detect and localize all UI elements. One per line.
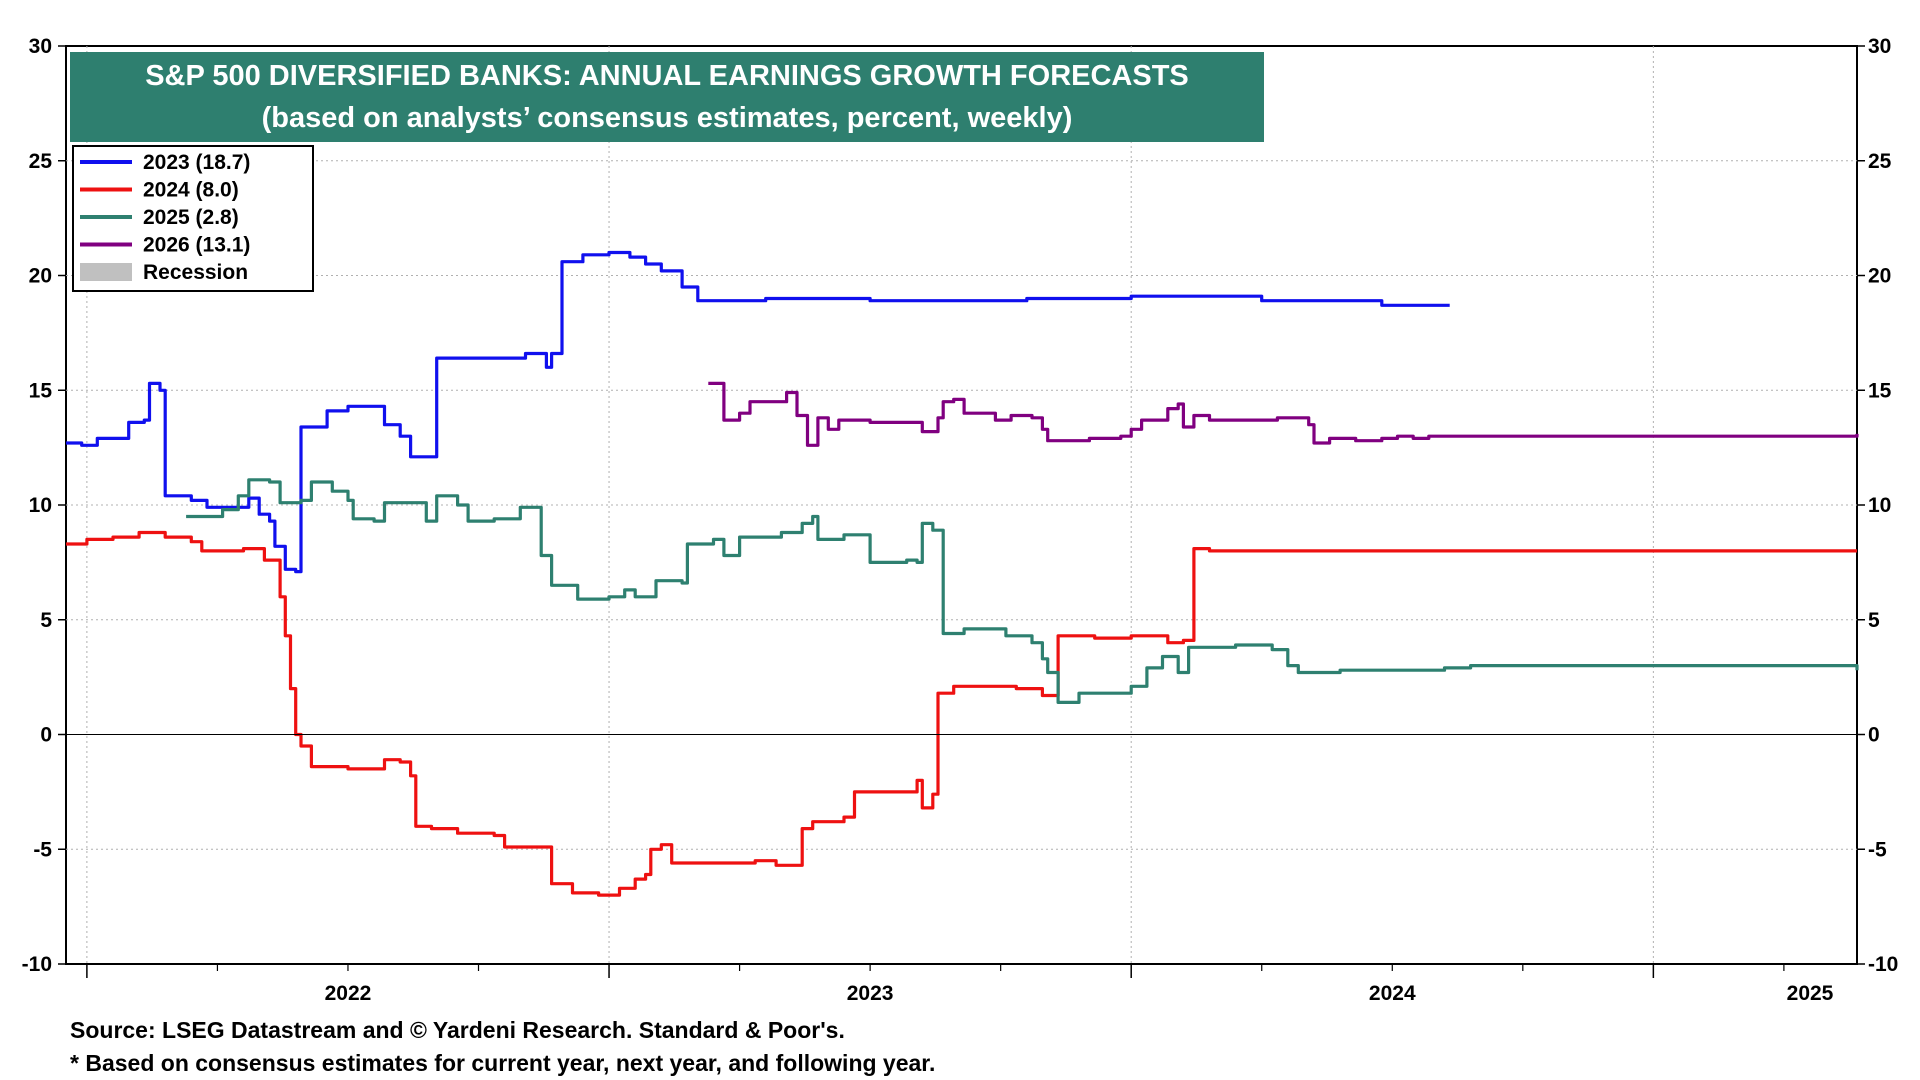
y-tick-label-left: 10 [29,494,52,517]
legend-swatch-recession [80,263,132,281]
series-line-4 [708,381,1859,447]
source-note: Source: LSEG Datastream and © Yardeni Re… [70,1017,845,1043]
y-tick-label-right: 25 [1868,150,1892,173]
y-tick-label-left: 25 [29,150,53,173]
chart-title: S&P 500 DIVERSIFIED BANKS: ANNUAL EARNIN… [145,60,1189,92]
legend-label: Recession [143,261,248,284]
y-tick-label-left: 0 [40,724,52,747]
y-tick-label-right: 10 [1868,494,1891,517]
y-tick-label-right: 15 [1868,379,1892,402]
y-tick-label-left: -10 [22,953,52,976]
y-tick-label-left: 15 [29,379,53,402]
legend-label: 2024 (8.0) [143,179,239,202]
y-tick-label-right: 5 [1868,609,1880,632]
x-year-label: 2024 [1369,982,1416,1005]
legend: 2023 (18.7) 2024 (8.0) 2025 (2.8) 2026 (13.… [72,145,314,292]
y-tick-label-left: 30 [29,35,52,58]
chart-subtitle: (based on analysts’ consensus estimates,… [262,102,1073,134]
legend-label: 2026 (13.1) [143,234,250,257]
series-line-3 [186,478,1859,704]
y-tick-label-right: 30 [1868,35,1891,58]
x-year-label: 2022 [325,982,372,1005]
axis-ticks: 30 30 25 25 20 20 15 15 10 10 5 5 0 0 -5 -5 -10 -10 2022 20… [22,35,1899,1005]
title-box: S&P 500 DIVERSIFIED BANKS: ANNUAL EARNIN… [70,52,1264,142]
y-tick-label-left: 5 [40,609,52,632]
y-tick-label-left: 20 [29,265,52,288]
legend-label: 2025 (2.8) [143,206,239,229]
series-line-1 [66,250,1450,574]
series-line-2 [66,530,1857,897]
footnote: * Based on consensus estimates for curre… [70,1050,936,1076]
y-tick-label-right: 20 [1868,265,1891,288]
y-tick-label-right: -5 [1868,838,1887,861]
x-year-label: 2023 [847,982,894,1005]
y-tick-label-left: -5 [33,838,52,861]
y-tick-label-right: -10 [1868,953,1898,976]
series-lines [66,250,1859,897]
legend-label: 2023 (18.7) [143,151,250,174]
y-tick-label-right: 0 [1868,724,1880,747]
x-year-label: 2025 [1787,982,1834,1005]
